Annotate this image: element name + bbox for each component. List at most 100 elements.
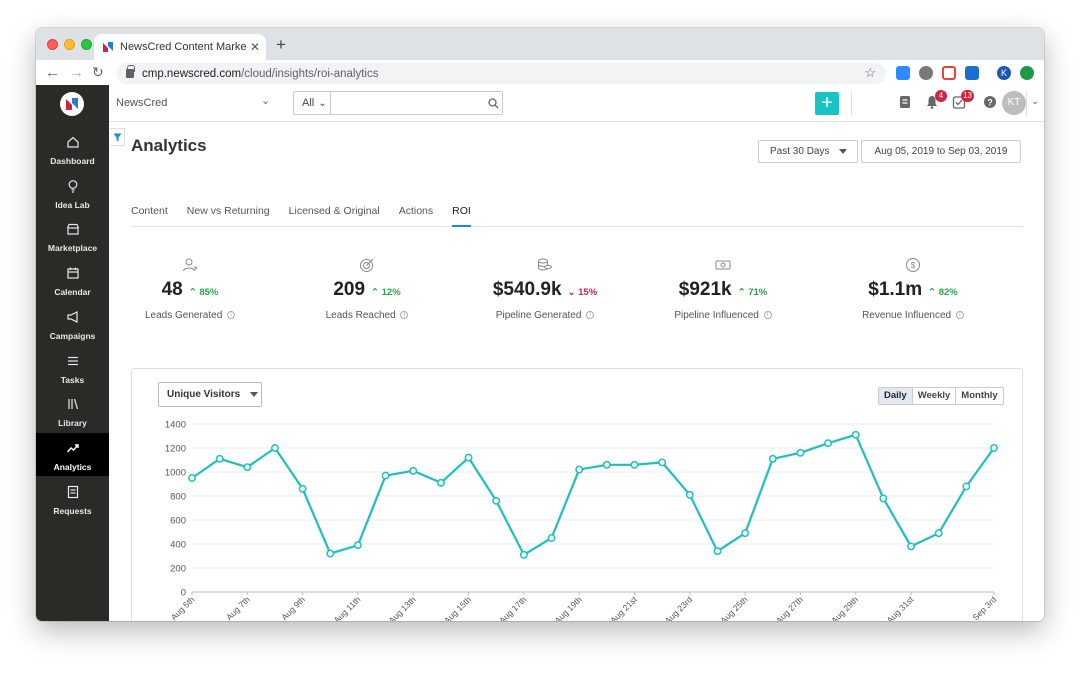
- tab-roi[interactable]: ROI: [452, 204, 471, 227]
- granularity-monthly[interactable]: Monthly: [955, 388, 1002, 404]
- bell-icon[interactable]: 4: [925, 90, 947, 111]
- data-point: [658, 458, 667, 467]
- kpi-label: Pipeline Influenced: [674, 310, 759, 321]
- reload-icon[interactable]: ↻: [92, 64, 104, 80]
- tasks-check-icon[interactable]: 13: [952, 90, 974, 111]
- sidebar-item-campaigns[interactable]: Campaigns: [36, 302, 109, 345]
- sidebar-item-library[interactable]: Library: [36, 389, 109, 432]
- profile-avatar[interactable]: K: [997, 66, 1011, 80]
- search-icon[interactable]: [485, 92, 502, 114]
- url-host: cmp.newscred.com: [142, 67, 242, 80]
- date-preset-select[interactable]: Past 30 Days: [758, 140, 858, 163]
- chevron-down-icon: ⌄: [318, 97, 327, 109]
- info-icon[interactable]: i: [955, 311, 964, 320]
- user-avatar[interactable]: KT: [1002, 91, 1026, 115]
- sidebar-item-requests[interactable]: Requests: [36, 477, 109, 520]
- x-tick-label: Aug 21st: [608, 594, 639, 621]
- megaphone-icon: [66, 310, 78, 323]
- help-icon[interactable]: ?: [983, 95, 999, 111]
- y-tick-label: 200: [170, 564, 186, 575]
- sidebar-item-label: Analytics: [53, 461, 92, 472]
- browser-tabstrip: NewsCred Content Marketing P ✕ +: [36, 28, 1044, 60]
- y-tick-label: 600: [170, 516, 186, 527]
- data-point: [492, 496, 501, 505]
- back-arrow-icon[interactable]: ←: [45, 64, 60, 81]
- header-divider: [1026, 91, 1027, 116]
- app-header: NewsCred ⌄ All ⌄ + 4 13 ? ⌄: [109, 85, 1044, 122]
- analytics-tabs: Content New vs Returning Licensed & Origin…: [131, 204, 1023, 227]
- cash-icon: [715, 260, 731, 270]
- arrow-up-icon: ⌃: [928, 287, 937, 298]
- kpi-change: ⌃ 71%: [738, 287, 768, 298]
- sidebar-item-marketplace[interactable]: Marketplace: [36, 214, 109, 257]
- url-path: /cloud/insights/roi-analytics: [241, 67, 379, 80]
- info-icon[interactable]: i: [763, 311, 772, 320]
- org-switcher[interactable]: NewsCred: [116, 97, 168, 109]
- data-point: [796, 448, 805, 457]
- kpi-value: $540.9k: [492, 279, 562, 300]
- y-tick-label: 0: [181, 588, 186, 599]
- target-icon: [360, 258, 374, 272]
- kpi-value: $1.1m: [868, 279, 923, 300]
- notes-icon[interactable]: [898, 95, 914, 111]
- search-scope-select[interactable]: All ⌄: [294, 92, 331, 114]
- url-text: cmp.newscred.com/cloud/insights/roi-anal…: [142, 68, 378, 80]
- sidebar-item-idea-lab[interactable]: Idea Lab: [36, 171, 109, 214]
- filter-icon[interactable]: [110, 128, 125, 146]
- info-icon[interactable]: i: [586, 311, 595, 320]
- date-range-picker[interactable]: Aug 05, 2019 to Sep 03, 2019: [861, 140, 1021, 163]
- notifications-badge: 4: [935, 90, 947, 102]
- tab-licensed-original[interactable]: Licensed & Original: [288, 205, 380, 217]
- y-tick-label: 400: [170, 540, 186, 551]
- chevron-down-icon[interactable]: ⌄: [261, 95, 271, 107]
- info-icon[interactable]: i: [227, 311, 236, 320]
- tab-content[interactable]: Content: [131, 205, 168, 217]
- kpi-value: $921k: [678, 279, 732, 300]
- tab-close-icon[interactable]: ✕: [249, 40, 260, 54]
- sidebar-item-dashboard[interactable]: Dashboard: [36, 127, 109, 170]
- lock-icon: [126, 65, 135, 78]
- granularity-daily[interactable]: Daily: [879, 388, 912, 404]
- create-button[interactable]: +: [815, 92, 839, 115]
- address-bar[interactable]: cmp.newscred.com/cloud/insights/roi-anal…: [116, 63, 886, 84]
- kanban-extension-icon[interactable]: [965, 66, 979, 80]
- sidebar-item-calendar[interactable]: Calendar: [36, 258, 109, 301]
- granularity-weekly[interactable]: Weekly: [911, 388, 956, 404]
- newscred-favicon-icon: [103, 42, 113, 52]
- new-tab-button[interactable]: +: [276, 35, 286, 54]
- browser-tab[interactable]: NewsCred Content Marketing P ✕: [94, 34, 266, 60]
- user-plus-icon: [183, 258, 198, 272]
- search-input[interactable]: [330, 92, 485, 114]
- sidebar-item-analytics[interactable]: Analytics: [36, 432, 109, 476]
- update-extension-icon[interactable]: [1020, 66, 1034, 80]
- kpi-change-value: 85%: [199, 287, 219, 298]
- maximize-window-button[interactable]: [81, 39, 92, 50]
- cloud-extension-icon[interactable]: [919, 66, 933, 80]
- arrow-up-icon: ⌃: [371, 287, 379, 298]
- minimize-window-button[interactable]: [64, 39, 75, 50]
- user-menu-chevron-icon[interactable]: ⌄: [1031, 96, 1040, 107]
- metric-select[interactable]: Unique Visitors: [158, 382, 262, 407]
- data-point: [409, 466, 418, 475]
- x-tick-label: Aug 23rd: [663, 594, 695, 621]
- y-tick-label: 1000: [165, 468, 186, 479]
- bookmark-star-icon[interactable]: ☆: [864, 65, 876, 80]
- x-tick-label: Aug 19th: [552, 594, 583, 621]
- info-icon[interactable]: i: [400, 311, 409, 320]
- close-window-button[interactable]: [47, 39, 58, 50]
- data-point: [962, 482, 971, 491]
- zoom-extension-icon[interactable]: [896, 66, 910, 80]
- kpi-change-value: 12%: [381, 287, 401, 298]
- tab-new-vs-returning[interactable]: New vs Returning: [186, 205, 270, 217]
- sidebar-item-tasks[interactable]: Tasks: [36, 346, 109, 389]
- newscred-logo[interactable]: [60, 92, 84, 116]
- chart-card: Unique Visitors Daily Weekly Monthly 0 200 4…: [131, 368, 1023, 621]
- page-title: Analytics: [131, 136, 207, 155]
- tasks-badge: 13: [961, 90, 974, 102]
- forward-arrow-icon[interactable]: →: [69, 64, 84, 81]
- x-tick-label: Aug 27th: [774, 594, 805, 621]
- data-point: [381, 471, 390, 480]
- tab-actions[interactable]: Actions: [398, 205, 434, 217]
- screenshot-extension-icon[interactable]: [942, 66, 956, 80]
- caret-down-icon: [250, 392, 259, 397]
